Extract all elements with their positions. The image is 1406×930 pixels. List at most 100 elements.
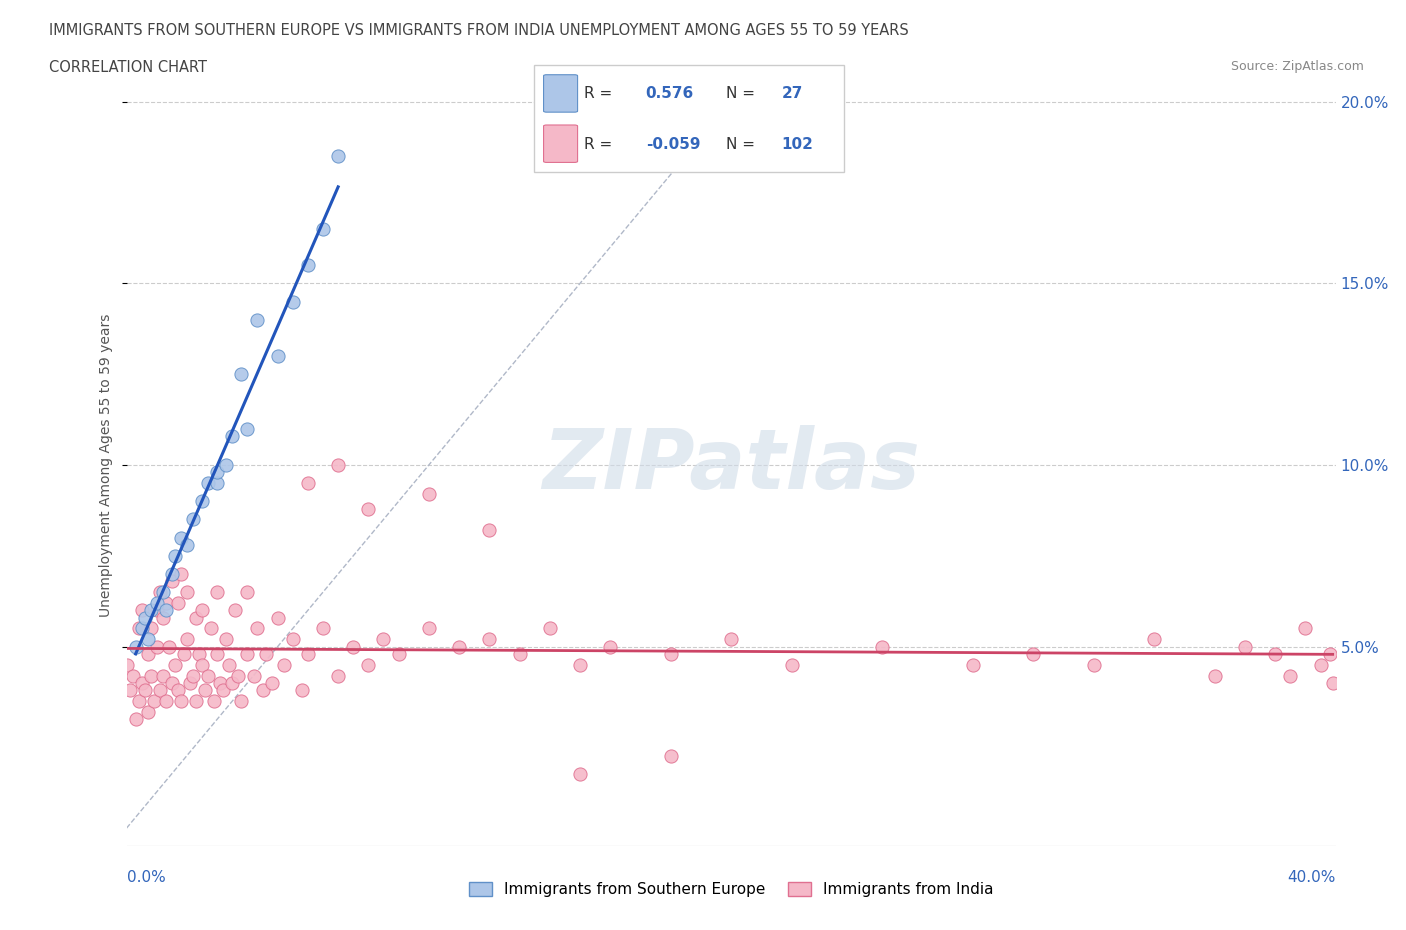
Point (236, 421, 259, 436)
Point (197, 668, 219, 683)
Point (191, 658, 214, 672)
Point (281, 631, 304, 646)
Point (176, 585, 198, 600)
Point (215, 631, 238, 646)
Point (297, 476, 319, 491)
Point (538, 621, 561, 636)
Point (231, 366, 253, 381)
Point (176, 631, 198, 646)
Point (136, 631, 159, 646)
Point (418, 621, 440, 636)
Point (173, 646, 195, 661)
Point (273, 658, 295, 672)
Point (205, 465, 228, 480)
Text: IMMIGRANTS FROM SOUTHERN EUROPE VS IMMIGRANTS FROM INDIA UNEMPLOYMENT AMONG AGES: IMMIGRANTS FROM SOUTHERN EUROPE VS IMMIG… (49, 23, 908, 38)
Point (121, 668, 143, 683)
Point (146, 595, 169, 610)
Point (181, 668, 204, 683)
Point (568, 766, 592, 781)
Point (254, 646, 277, 661)
Point (478, 631, 501, 646)
Point (209, 675, 232, 690)
Point (152, 610, 174, 625)
Point (131, 603, 153, 618)
Point (245, 621, 267, 636)
Point (212, 683, 235, 698)
Point (131, 621, 153, 636)
Point (163, 658, 186, 672)
Point (155, 595, 177, 610)
Point (342, 639, 364, 654)
Point (236, 646, 259, 661)
Text: 0.0%: 0.0% (127, 870, 166, 884)
Point (146, 603, 169, 618)
Point (134, 610, 156, 625)
Point (215, 458, 238, 472)
Point (267, 349, 290, 364)
Point (188, 646, 211, 661)
Point (139, 603, 162, 618)
Point (1143, 631, 1166, 646)
Point (152, 585, 174, 600)
Point (312, 621, 335, 636)
Point (136, 705, 159, 720)
Point (176, 538, 198, 552)
Point (281, 294, 304, 309)
Point (267, 610, 290, 625)
Point (297, 258, 319, 272)
Text: R =: R = (583, 86, 612, 101)
Point (202, 694, 225, 709)
Point (1083, 658, 1105, 672)
Point (1319, 646, 1341, 661)
Point (191, 603, 214, 618)
Point (163, 549, 186, 564)
Point (872, 639, 894, 654)
Point (568, 658, 592, 672)
Point (152, 668, 174, 683)
Text: 27: 27 (782, 86, 803, 101)
Text: N =: N = (725, 137, 755, 152)
Point (357, 501, 380, 516)
Point (312, 221, 335, 236)
Point (197, 476, 219, 491)
FancyBboxPatch shape (544, 74, 578, 113)
Point (326, 668, 350, 683)
Point (236, 585, 259, 600)
Point (136, 646, 159, 661)
Point (167, 595, 190, 610)
Text: 102: 102 (782, 137, 814, 152)
Text: Source: ZipAtlas.com: Source: ZipAtlas.com (1230, 60, 1364, 73)
Point (1234, 639, 1257, 654)
Point (118, 683, 141, 698)
Point (134, 683, 156, 698)
Point (720, 631, 742, 646)
Point (218, 658, 240, 672)
Point (160, 675, 183, 690)
FancyBboxPatch shape (534, 65, 844, 172)
Point (160, 574, 183, 589)
Point (231, 694, 253, 709)
Point (170, 694, 193, 709)
Point (357, 658, 380, 672)
Point (252, 683, 274, 698)
Point (142, 694, 165, 709)
Point (139, 621, 162, 636)
Point (124, 711, 146, 726)
Text: R =: R = (583, 137, 612, 152)
Point (149, 683, 172, 698)
Text: 0.576: 0.576 (645, 86, 695, 101)
Point (139, 668, 162, 683)
Point (128, 621, 150, 636)
Point (194, 683, 217, 698)
Point (326, 149, 350, 164)
Point (128, 694, 150, 709)
Text: ZIPatlas: ZIPatlas (543, 424, 920, 506)
Point (205, 646, 228, 661)
Point (200, 621, 222, 636)
Point (224, 603, 246, 618)
Point (373, 631, 395, 646)
Point (1322, 675, 1344, 690)
Point (184, 694, 207, 709)
Point (780, 658, 803, 672)
Point (962, 658, 984, 672)
